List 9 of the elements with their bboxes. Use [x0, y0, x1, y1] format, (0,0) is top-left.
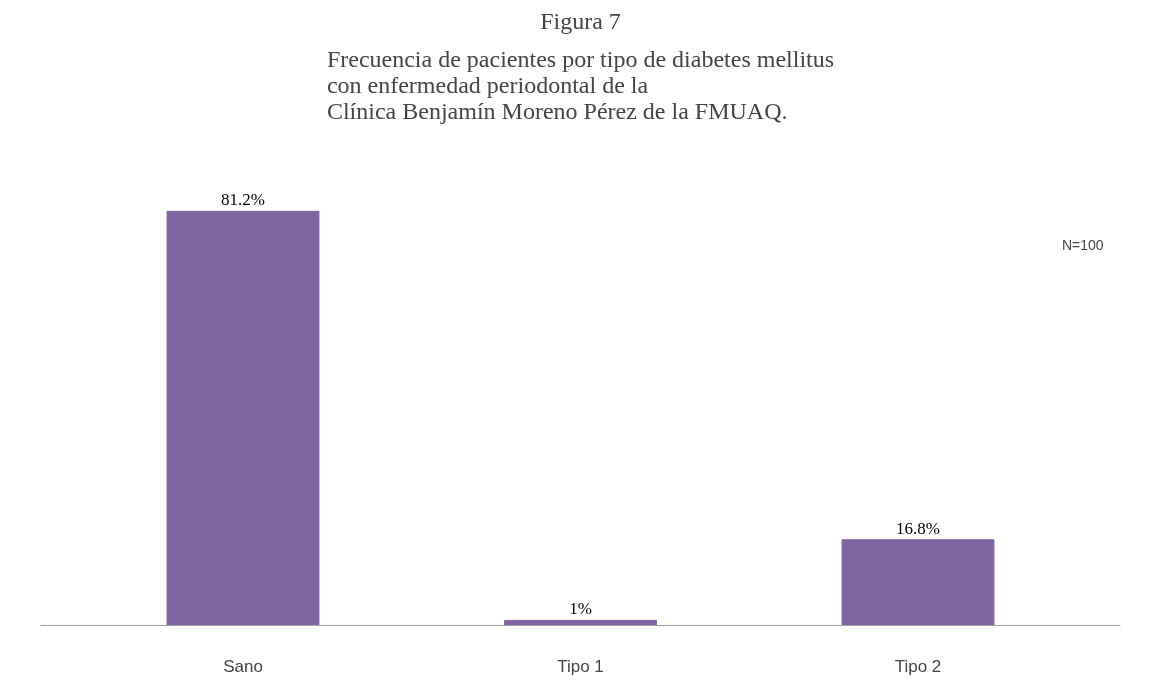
annotation: N=100	[1061, 236, 1104, 253]
data-label: 16.8%	[896, 518, 940, 538]
x-tick-label: Sano	[223, 656, 263, 676]
data-label: 1%	[569, 599, 592, 619]
data-label: 81.2%	[221, 190, 265, 210]
x-tick-label: Tipo 2	[894, 656, 942, 676]
x-tick-label: Tipo 1	[557, 656, 604, 676]
chart-title: Figura 7	[540, 7, 621, 34]
chart-subtitle: Frecuencia de pacientes por tipo de diabetes mellitus con enfermedad periodontal de la Clínica Benjamín Moreno Pérez de la FMUAQ.	[326, 45, 835, 124]
